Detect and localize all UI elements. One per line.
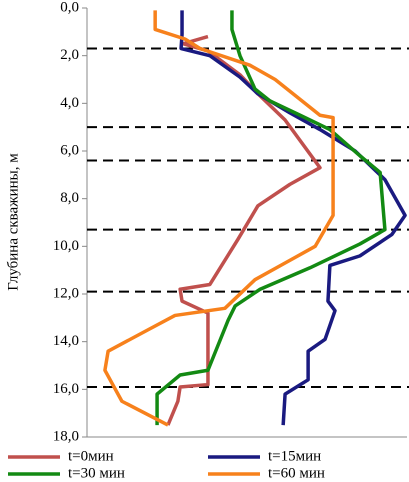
legend-label: t=15мин bbox=[268, 448, 321, 464]
y-tick-label: 6,0 bbox=[60, 142, 79, 158]
y-tick-label: 12,0 bbox=[53, 285, 79, 301]
y-tick-label: 0,0 bbox=[60, 0, 79, 15]
y-axis-label: Глубина скважины, м bbox=[5, 153, 21, 291]
y-tick-label: 4,0 bbox=[60, 95, 79, 111]
y-tick-label: 14,0 bbox=[53, 333, 79, 349]
y-tick-label: 10,0 bbox=[53, 238, 79, 254]
legend-label: t=30 мин bbox=[68, 465, 125, 481]
legend-label: t=60 мин bbox=[268, 465, 325, 481]
series-line bbox=[103, 10, 335, 427]
legend-label: t=0мин bbox=[68, 448, 114, 464]
series-line bbox=[166, 34, 322, 426]
y-tick-label: 18,0 bbox=[53, 428, 79, 444]
y-tick-label: 8,0 bbox=[60, 190, 79, 206]
series-line bbox=[155, 10, 387, 426]
series-line bbox=[179, 10, 407, 426]
y-tick-label: 16,0 bbox=[53, 381, 79, 397]
y-tick-label: 2,0 bbox=[60, 47, 79, 63]
